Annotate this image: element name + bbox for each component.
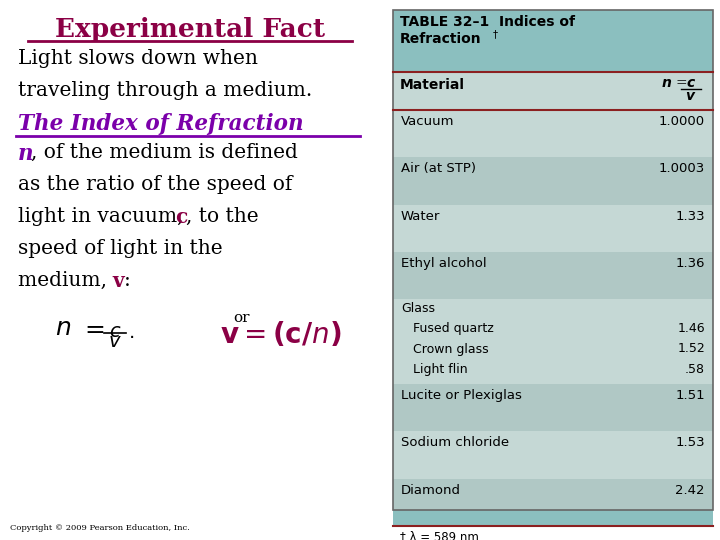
Text: as the ratio of the speed of: as the ratio of the speed of <box>18 175 292 194</box>
Text: Water: Water <box>401 210 441 222</box>
Text: Lucite or Plexiglas: Lucite or Plexiglas <box>401 389 522 402</box>
Text: $\mathit{n}$: $\mathit{n}$ <box>55 317 71 340</box>
Bar <box>393 10 713 510</box>
Bar <box>393 205 713 252</box>
Text: Experimental Fact: Experimental Fact <box>55 17 325 42</box>
Text: Ethyl alcohol: Ethyl alcohol <box>401 256 487 270</box>
Bar <box>393 72 713 110</box>
Text: :: : <box>124 271 131 290</box>
Text: traveling through a medium.: traveling through a medium. <box>18 81 312 100</box>
Text: $\mathbf{v} = \mathbf{(c/\mathit{n})}$: $\mathbf{v} = \mathbf{(c/\mathit{n})}$ <box>220 320 341 349</box>
Text: speed of light in the: speed of light in the <box>18 239 222 258</box>
Text: $.$: $.$ <box>128 324 134 342</box>
Bar <box>393 431 713 478</box>
Bar <box>393 252 713 299</box>
Text: , of the medium is defined: , of the medium is defined <box>31 143 298 162</box>
Text: $\boldsymbol{v}$: $\boldsymbol{v}$ <box>685 89 697 103</box>
Text: The Index of Refraction: The Index of Refraction <box>18 113 304 135</box>
Text: †: † <box>493 29 498 39</box>
Text: $\boldsymbol{c}$: $\boldsymbol{c}$ <box>686 76 696 90</box>
Text: 1.0000: 1.0000 <box>659 115 705 128</box>
Text: , to the: , to the <box>186 207 258 226</box>
Text: .58: .58 <box>685 363 705 376</box>
Text: Copyright © 2009 Pearson Education, Inc.: Copyright © 2009 Pearson Education, Inc. <box>10 524 190 532</box>
Text: Glass: Glass <box>401 302 435 315</box>
Text: Vacuum: Vacuum <box>401 115 454 128</box>
Text: 1.53: 1.53 <box>675 436 705 449</box>
Text: $c$: $c$ <box>109 323 121 341</box>
Bar <box>393 384 713 431</box>
Text: 2.42: 2.42 <box>675 483 705 497</box>
Text: TABLE 32–1  Indices of: TABLE 32–1 Indices of <box>400 15 575 29</box>
Text: $\mathit{v}$: $\mathit{v}$ <box>108 333 122 351</box>
Text: Material: Material <box>400 78 465 92</box>
Text: 1.33: 1.33 <box>675 210 705 222</box>
Text: Refraction: Refraction <box>400 32 482 46</box>
Text: medium,: medium, <box>18 271 113 290</box>
Text: 1.36: 1.36 <box>675 256 705 270</box>
Text: light in vacuum,: light in vacuum, <box>18 207 190 226</box>
Text: v: v <box>112 271 124 291</box>
Text: or: or <box>233 311 250 325</box>
Text: 1.52: 1.52 <box>678 342 705 355</box>
Text: Light slows down when: Light slows down when <box>18 49 258 68</box>
Text: Diamond: Diamond <box>401 483 461 497</box>
Bar <box>393 299 713 384</box>
Text: $\boldsymbol{n}$ =: $\boldsymbol{n}$ = <box>661 76 689 90</box>
Bar <box>393 478 713 526</box>
Text: c: c <box>175 207 187 227</box>
Text: Crown glass: Crown glass <box>413 342 489 355</box>
Bar <box>393 157 713 205</box>
Text: Fused quartz: Fused quartz <box>413 322 494 335</box>
Text: Light flin: Light flin <box>413 363 467 376</box>
Bar <box>393 110 713 157</box>
Bar <box>393 10 713 72</box>
Text: 1.0003: 1.0003 <box>659 162 705 176</box>
Text: n: n <box>18 143 34 165</box>
Text: $=$: $=$ <box>80 317 105 340</box>
Text: 1.46: 1.46 <box>678 322 705 335</box>
Bar <box>393 510 713 526</box>
Text: † λ = 589 nm.: † λ = 589 nm. <box>400 530 482 540</box>
Text: Sodium chloride: Sodium chloride <box>401 436 509 449</box>
Text: Air (at STP): Air (at STP) <box>401 162 476 176</box>
Text: 1.51: 1.51 <box>675 389 705 402</box>
